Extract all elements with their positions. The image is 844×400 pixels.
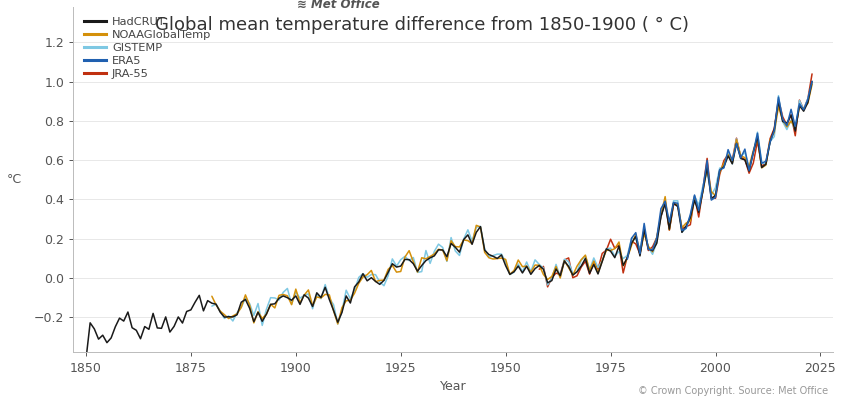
Text: Global mean temperature difference from 1850-1900 ( ° C): Global mean temperature difference from …: [155, 16, 689, 34]
Text: © Crown Copyright. Source: Met Office: © Crown Copyright. Source: Met Office: [637, 386, 827, 396]
Y-axis label: °C: °C: [7, 173, 22, 186]
Text: ≋ Met Office: ≋ Met Office: [296, 0, 379, 11]
X-axis label: Year: Year: [440, 380, 466, 393]
Legend: HadCRUT, NOAAGlobalTemp, GISTEMP, ERA5, JRA-55: HadCRUT, NOAAGlobalTemp, GISTEMP, ERA5, …: [79, 13, 216, 83]
